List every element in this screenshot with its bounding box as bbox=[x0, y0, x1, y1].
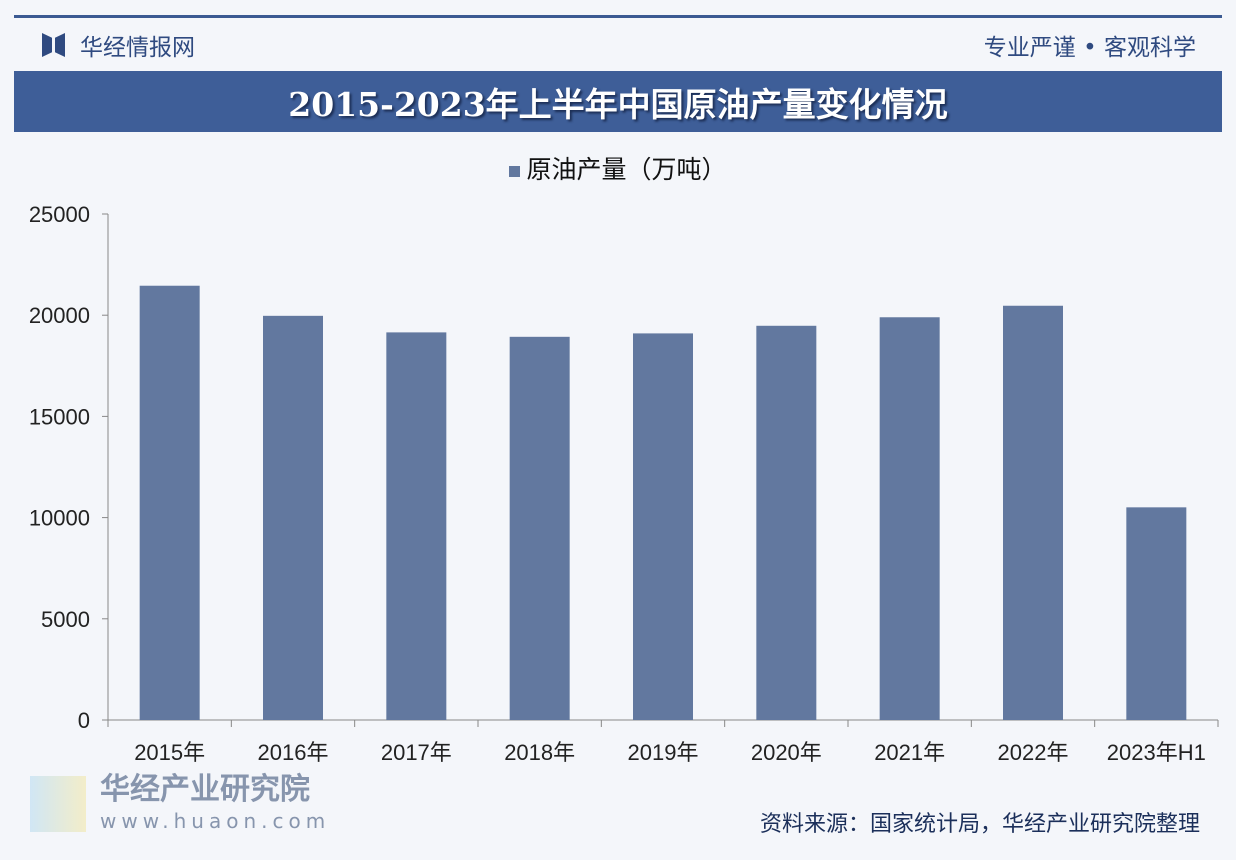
y-tick-label: 25000 bbox=[29, 202, 90, 227]
watermark: 华经产业研究院 www.huaon.com bbox=[100, 772, 330, 834]
x-tick-label: 2018年 bbox=[504, 740, 575, 765]
brand-logo-icon bbox=[42, 33, 68, 57]
watermark-text: 华经产业研究院 bbox=[100, 772, 310, 807]
x-tick-label: 2015年 bbox=[134, 740, 205, 765]
watermark-url: www.huaon.com bbox=[100, 809, 331, 833]
y-tick-label: 15000 bbox=[29, 404, 90, 429]
motto: 专业严谨 • 客观科学 bbox=[983, 35, 1196, 61]
x-tick-label: 2017年 bbox=[381, 740, 452, 765]
watermark-logo-icon bbox=[30, 776, 86, 832]
top-rule bbox=[14, 15, 1222, 18]
source-note: 资料来源：国家统计局，华经产业研究院整理 bbox=[759, 812, 1200, 837]
legend-swatch bbox=[509, 165, 521, 177]
bar-2017年 bbox=[386, 332, 447, 720]
bar-2015年 bbox=[139, 285, 200, 720]
x-tick-label: 2021年 bbox=[874, 740, 945, 765]
x-tick-label: 2022年 bbox=[998, 740, 1069, 765]
x-tick-label: 2019年 bbox=[628, 740, 699, 765]
brand: 华经情报网 bbox=[42, 28, 195, 62]
bar-2021年 bbox=[879, 317, 940, 720]
x-tick-label: 2020年 bbox=[751, 740, 822, 765]
bar-2019年 bbox=[633, 333, 693, 720]
x-tick-label: 2023年H1 bbox=[1107, 740, 1206, 765]
bar-2022年 bbox=[1003, 305, 1063, 720]
bar-2023年H1 bbox=[1126, 507, 1187, 720]
title-banner: 2015-2023年上半年中国原油产量变化情况 bbox=[14, 71, 1222, 132]
legend: 原油产量（万吨） bbox=[0, 150, 1236, 186]
brand-name: 华经情报网 bbox=[80, 35, 195, 61]
y-tick-label: 5000 bbox=[41, 607, 90, 632]
y-tick-label: 10000 bbox=[29, 506, 90, 531]
bar-2018年 bbox=[509, 336, 570, 720]
chart-title: 2015-2023年上半年中国原油产量变化情况 bbox=[288, 84, 948, 124]
y-tick-label: 0 bbox=[78, 708, 90, 733]
x-tick-label: 2016年 bbox=[258, 740, 329, 765]
bar-2020年 bbox=[756, 325, 817, 720]
legend-label: 原油产量（万吨） bbox=[526, 155, 727, 184]
bar-2016年 bbox=[263, 315, 323, 720]
y-tick-label: 20000 bbox=[29, 303, 90, 328]
